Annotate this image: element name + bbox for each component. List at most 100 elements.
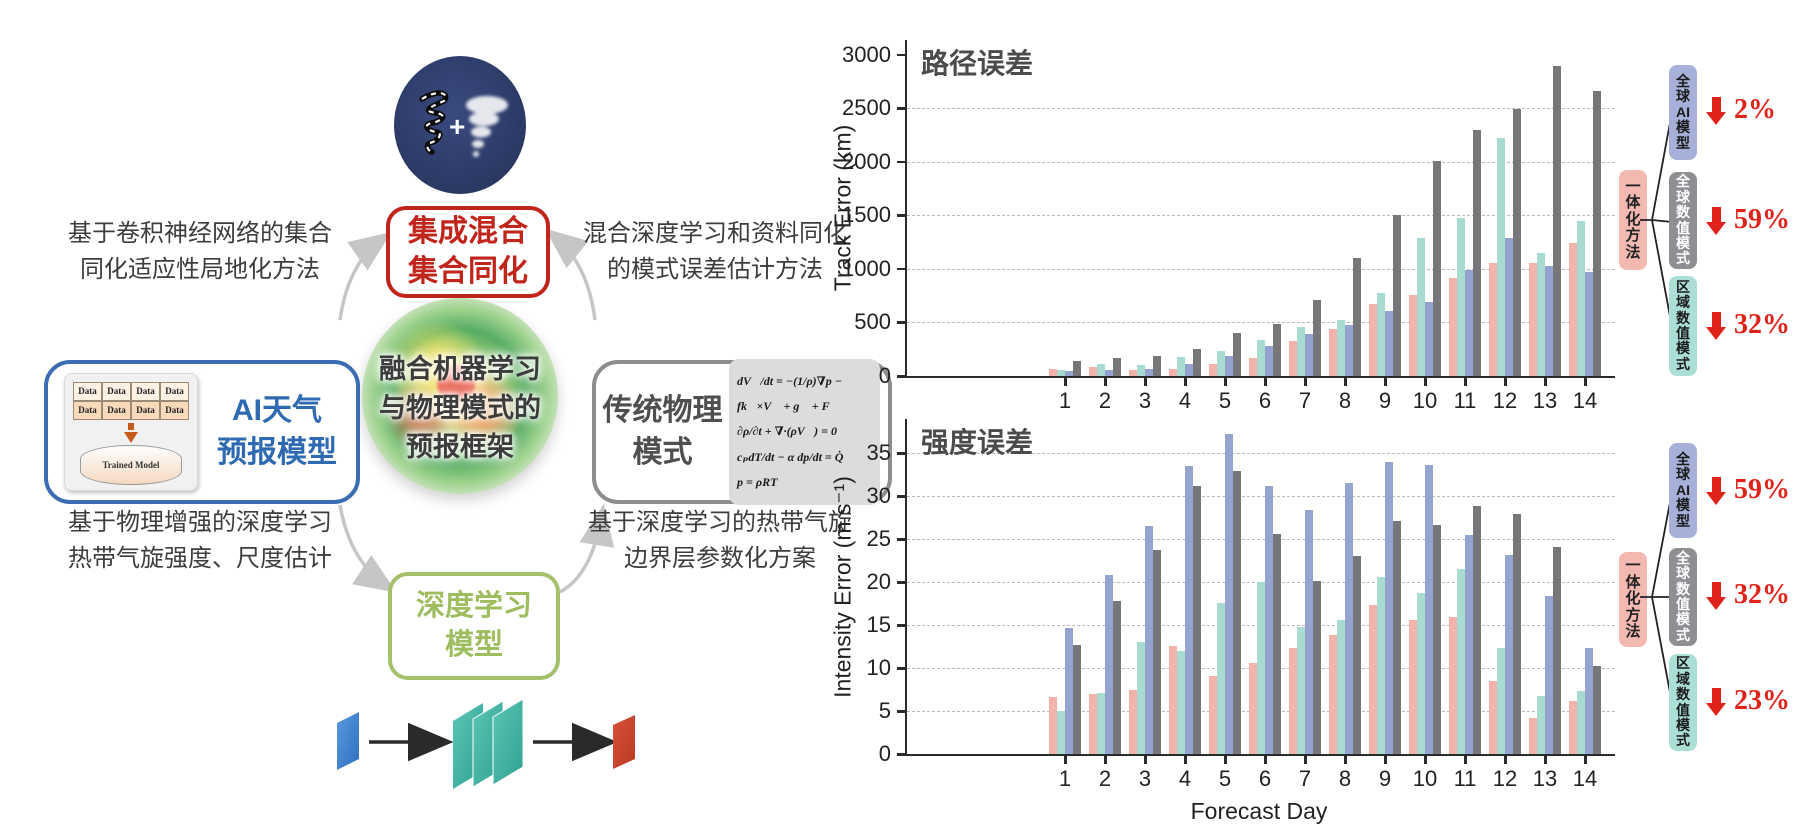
bar-一体化方法 [1569, 243, 1577, 376]
x-axis-tick-label: 10 [1412, 388, 1438, 413]
x-axis-tick [1304, 756, 1307, 764]
x-axis-tick-label: 11 [1453, 766, 1477, 791]
legend-item-3: 区域数值模式 [1669, 654, 1697, 751]
bar-区域数值模式 [1577, 220, 1585, 376]
data-cell: Data [102, 401, 131, 420]
reduction-percentage: 32% [1734, 309, 1790, 340]
track-error-chart: 0 500 1000 1500 2000 2500 3000 1 2 3 4 5 6 7 8 9 10 11 12 1… [842, 40, 1615, 413]
legend-group-integrated-method: 一体化方法 [1619, 552, 1647, 647]
y-axis-tick-label: 2500 [842, 95, 891, 121]
x-axis-tick-label: 3 [1138, 388, 1152, 413]
bar-全球数值模式 [1353, 555, 1361, 754]
output-layer-icon [613, 715, 635, 769]
y-axis-tick [897, 214, 905, 217]
data-grid: Data Data Data Data Data Data Data Data [73, 382, 189, 420]
bar-一体化方法 [1529, 262, 1537, 376]
bar-区域数值模式 [1457, 218, 1465, 376]
chart-title: 强度误差 [921, 427, 1034, 458]
bar-全球数值模式 [1513, 109, 1521, 376]
x-axis-tick [1144, 756, 1147, 764]
x-axis-tick [1544, 378, 1547, 386]
y-axis-tick [897, 321, 905, 324]
bar-全球AI模型 [1065, 371, 1073, 376]
input-layer-icon [337, 712, 359, 770]
bar-一体化方法 [1329, 635, 1337, 754]
gridline [907, 108, 1615, 110]
x-axis-tick [1064, 378, 1067, 386]
ai-weather-model-box: Data Data Data Data Data Data Data Data … [44, 360, 360, 504]
y-axis-tick [897, 753, 905, 756]
x-axis-tick [1584, 756, 1587, 764]
bar-区域数值模式 [1297, 626, 1305, 754]
bar-一体化方法 [1489, 262, 1497, 376]
bar-全球数值模式 [1193, 349, 1201, 376]
red-box-line: 集成混合 [408, 214, 528, 248]
x-axis-title: Forecast Day [1190, 798, 1328, 824]
bottom-right-description: 基于深度学习的热带气旋 边界层参数化方案 [588, 509, 852, 572]
y-axis-tick [897, 107, 905, 110]
y-axis-tick-label: 25 [866, 526, 891, 552]
bar-一体化方法 [1049, 697, 1057, 754]
x-axis-tick-label: 12 [1492, 388, 1518, 413]
intensity-error-chart: 0 5 10 15 20 25 30 35 1 2 3 4 5 6 7 8 9 10 11 12 13 14 强度误差 [867, 419, 1615, 791]
y-axis-tick-label: 2000 [842, 148, 891, 174]
legend-item-2: 全球数值模式 [1669, 548, 1697, 646]
physics-box-label: 传统物理 模式 [602, 394, 723, 469]
reduction-percentage: 32% [1734, 579, 1790, 610]
x-axis-tick-label: 13 [1532, 388, 1558, 413]
y-axis-tick [897, 160, 905, 164]
decrease-arrow-icon [1706, 582, 1727, 611]
bar-全球AI模型 [1385, 461, 1393, 754]
x-axis-tick-label: 9 [1378, 388, 1392, 413]
bar-区域数值模式 [1057, 369, 1065, 376]
legend-item-1: 全球 AI 模型 [1669, 65, 1697, 160]
bar-一体化方法 [1289, 341, 1297, 376]
y-axis-tick-label: 35 [866, 440, 891, 466]
gridline [907, 322, 1615, 324]
bar-全球AI模型 [1545, 595, 1553, 754]
bar-全球AI模型 [1105, 370, 1113, 376]
bar-一体化方法 [1249, 662, 1257, 754]
equation: ∂ρ/∂t + ∇·(ρV⃗) = 0 [737, 424, 837, 439]
x-axis-tick-label: 5 [1218, 388, 1232, 413]
bar-区域数值模式 [1137, 642, 1145, 754]
gridline [907, 453, 1615, 455]
bar-一体化方法 [1489, 681, 1497, 754]
bar-全球数值模式 [1073, 361, 1081, 376]
bar-区域数值模式 [1097, 364, 1105, 376]
y-axis-tick-label: 3000 [842, 41, 891, 67]
x-axis-tick-label: 2 [1098, 766, 1112, 791]
ensemble-hybrid-da-box: 集成混合 集合同化 [386, 206, 550, 298]
x-axis-tick [1224, 756, 1227, 764]
bar-全球数值模式 [1113, 601, 1121, 754]
gridline [907, 268, 1615, 270]
x-axis-tick [1264, 378, 1267, 386]
x-axis-tick [1144, 378, 1147, 386]
top-right-description: 混合深度学习和资料同化 的模式误差估计方法 [583, 220, 847, 283]
legend-bracket [1640, 111, 1673, 328]
bar-全球AI模型 [1305, 334, 1313, 376]
bar-区域数值模式 [1417, 237, 1425, 376]
y-axis-tick [897, 581, 905, 584]
x-axis-tick-label: 13 [1532, 766, 1558, 791]
decrease-arrow-icon [1706, 477, 1727, 506]
data-cell: Data [160, 382, 189, 401]
x-axis-tick [1424, 378, 1427, 386]
y-axis-tick-label: 1500 [842, 202, 891, 228]
data-cell: Data [102, 382, 131, 401]
legend-item-3: 区域数值模式 [1669, 276, 1697, 376]
bar-区域数值模式 [1217, 350, 1225, 376]
bar-全球数值模式 [1153, 355, 1161, 376]
y-axis-tick-label: 5 [878, 698, 891, 724]
bar-全球数值模式 [1273, 323, 1281, 376]
x-axis-tick [1544, 756, 1547, 764]
gridline [907, 161, 1615, 163]
x-axis-tick [1264, 756, 1267, 764]
bar-一体化方法 [1449, 277, 1457, 376]
bar-全球AI模型 [1305, 510, 1313, 754]
ai-box-label: AI天气 预报模型 [217, 394, 337, 469]
deep-learning-model-box: 深度学习 模型 [388, 572, 560, 680]
bar-一体化方法 [1169, 368, 1177, 376]
bar-区域数值模式 [1257, 582, 1265, 754]
bar-全球AI模型 [1545, 265, 1553, 376]
